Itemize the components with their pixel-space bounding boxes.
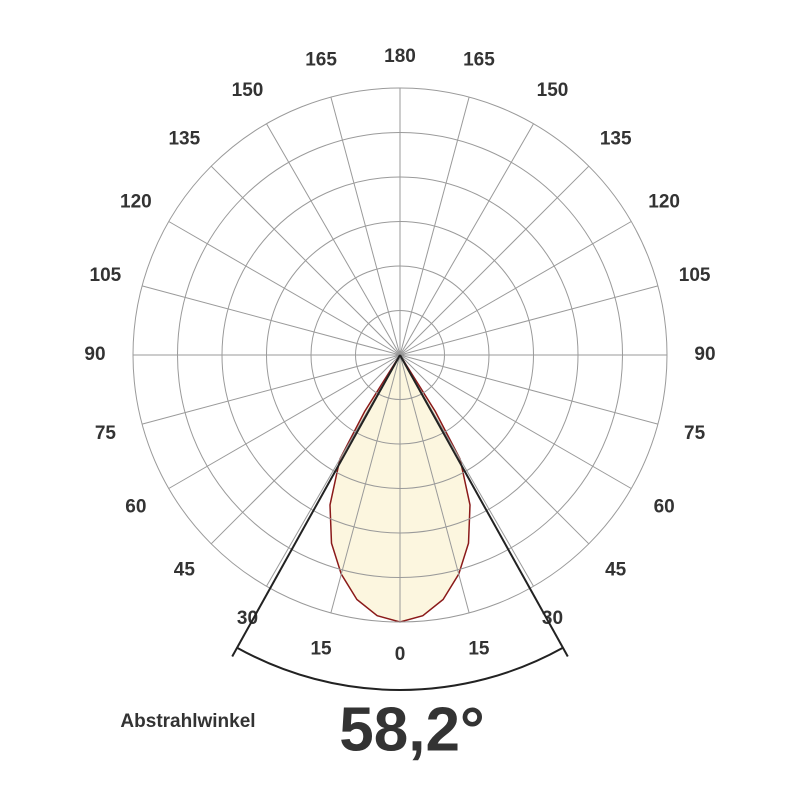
grid-spoke <box>168 221 401 356</box>
grid-spoke <box>330 354 401 614</box>
angle-label: 105 <box>679 265 711 286</box>
angle-label: 105 <box>90 265 122 286</box>
angle-label: 45 <box>605 560 627 581</box>
beam-arc <box>236 646 564 691</box>
grid-spoke <box>399 354 632 489</box>
angle-label: 180 <box>384 46 416 67</box>
angle-label: 15 <box>468 639 490 660</box>
angle-label: 150 <box>232 80 264 101</box>
angle-label: 75 <box>95 423 117 444</box>
grid-spoke <box>399 165 590 356</box>
angle-label: 135 <box>168 128 200 149</box>
angle-label: 90 <box>84 344 105 365</box>
grid-spoke <box>168 354 401 489</box>
beam-angle: 58,2° <box>339 695 484 764</box>
grid-spoke <box>210 354 401 545</box>
angle-label: 90 <box>694 344 715 365</box>
beam-line <box>231 354 401 657</box>
angle-label: 150 <box>537 80 569 101</box>
angle-label: 15 <box>310 639 332 660</box>
angle-label: 75 <box>684 423 706 444</box>
angle-label: 165 <box>305 49 337 70</box>
grid-spoke <box>399 354 590 545</box>
grid-spoke <box>399 123 534 356</box>
angle-label: 135 <box>600 128 632 149</box>
grid-spoke <box>399 354 470 614</box>
grid-spoke <box>399 221 632 356</box>
grid-spoke <box>266 123 401 356</box>
angle-label: 30 <box>542 608 563 629</box>
grid-spoke <box>399 354 659 425</box>
grid-spoke <box>210 165 401 356</box>
angle-label: 120 <box>648 192 680 213</box>
angle-label: 30 <box>237 608 258 629</box>
grid-spoke <box>141 354 401 425</box>
angle-label: 165 <box>463 49 495 70</box>
angle-label: 60 <box>654 497 675 518</box>
angle-label: 45 <box>174 560 196 581</box>
grid-spoke <box>141 285 401 356</box>
beam-label: Abstrahlwinkel <box>120 711 255 732</box>
angle-label: 60 <box>125 497 146 518</box>
angle-label: 120 <box>120 192 152 213</box>
grid-spoke <box>330 96 401 356</box>
angle-label: 0 <box>395 644 406 665</box>
grid-spoke <box>399 285 659 356</box>
beam-line <box>399 354 569 657</box>
grid-spoke <box>399 96 470 356</box>
